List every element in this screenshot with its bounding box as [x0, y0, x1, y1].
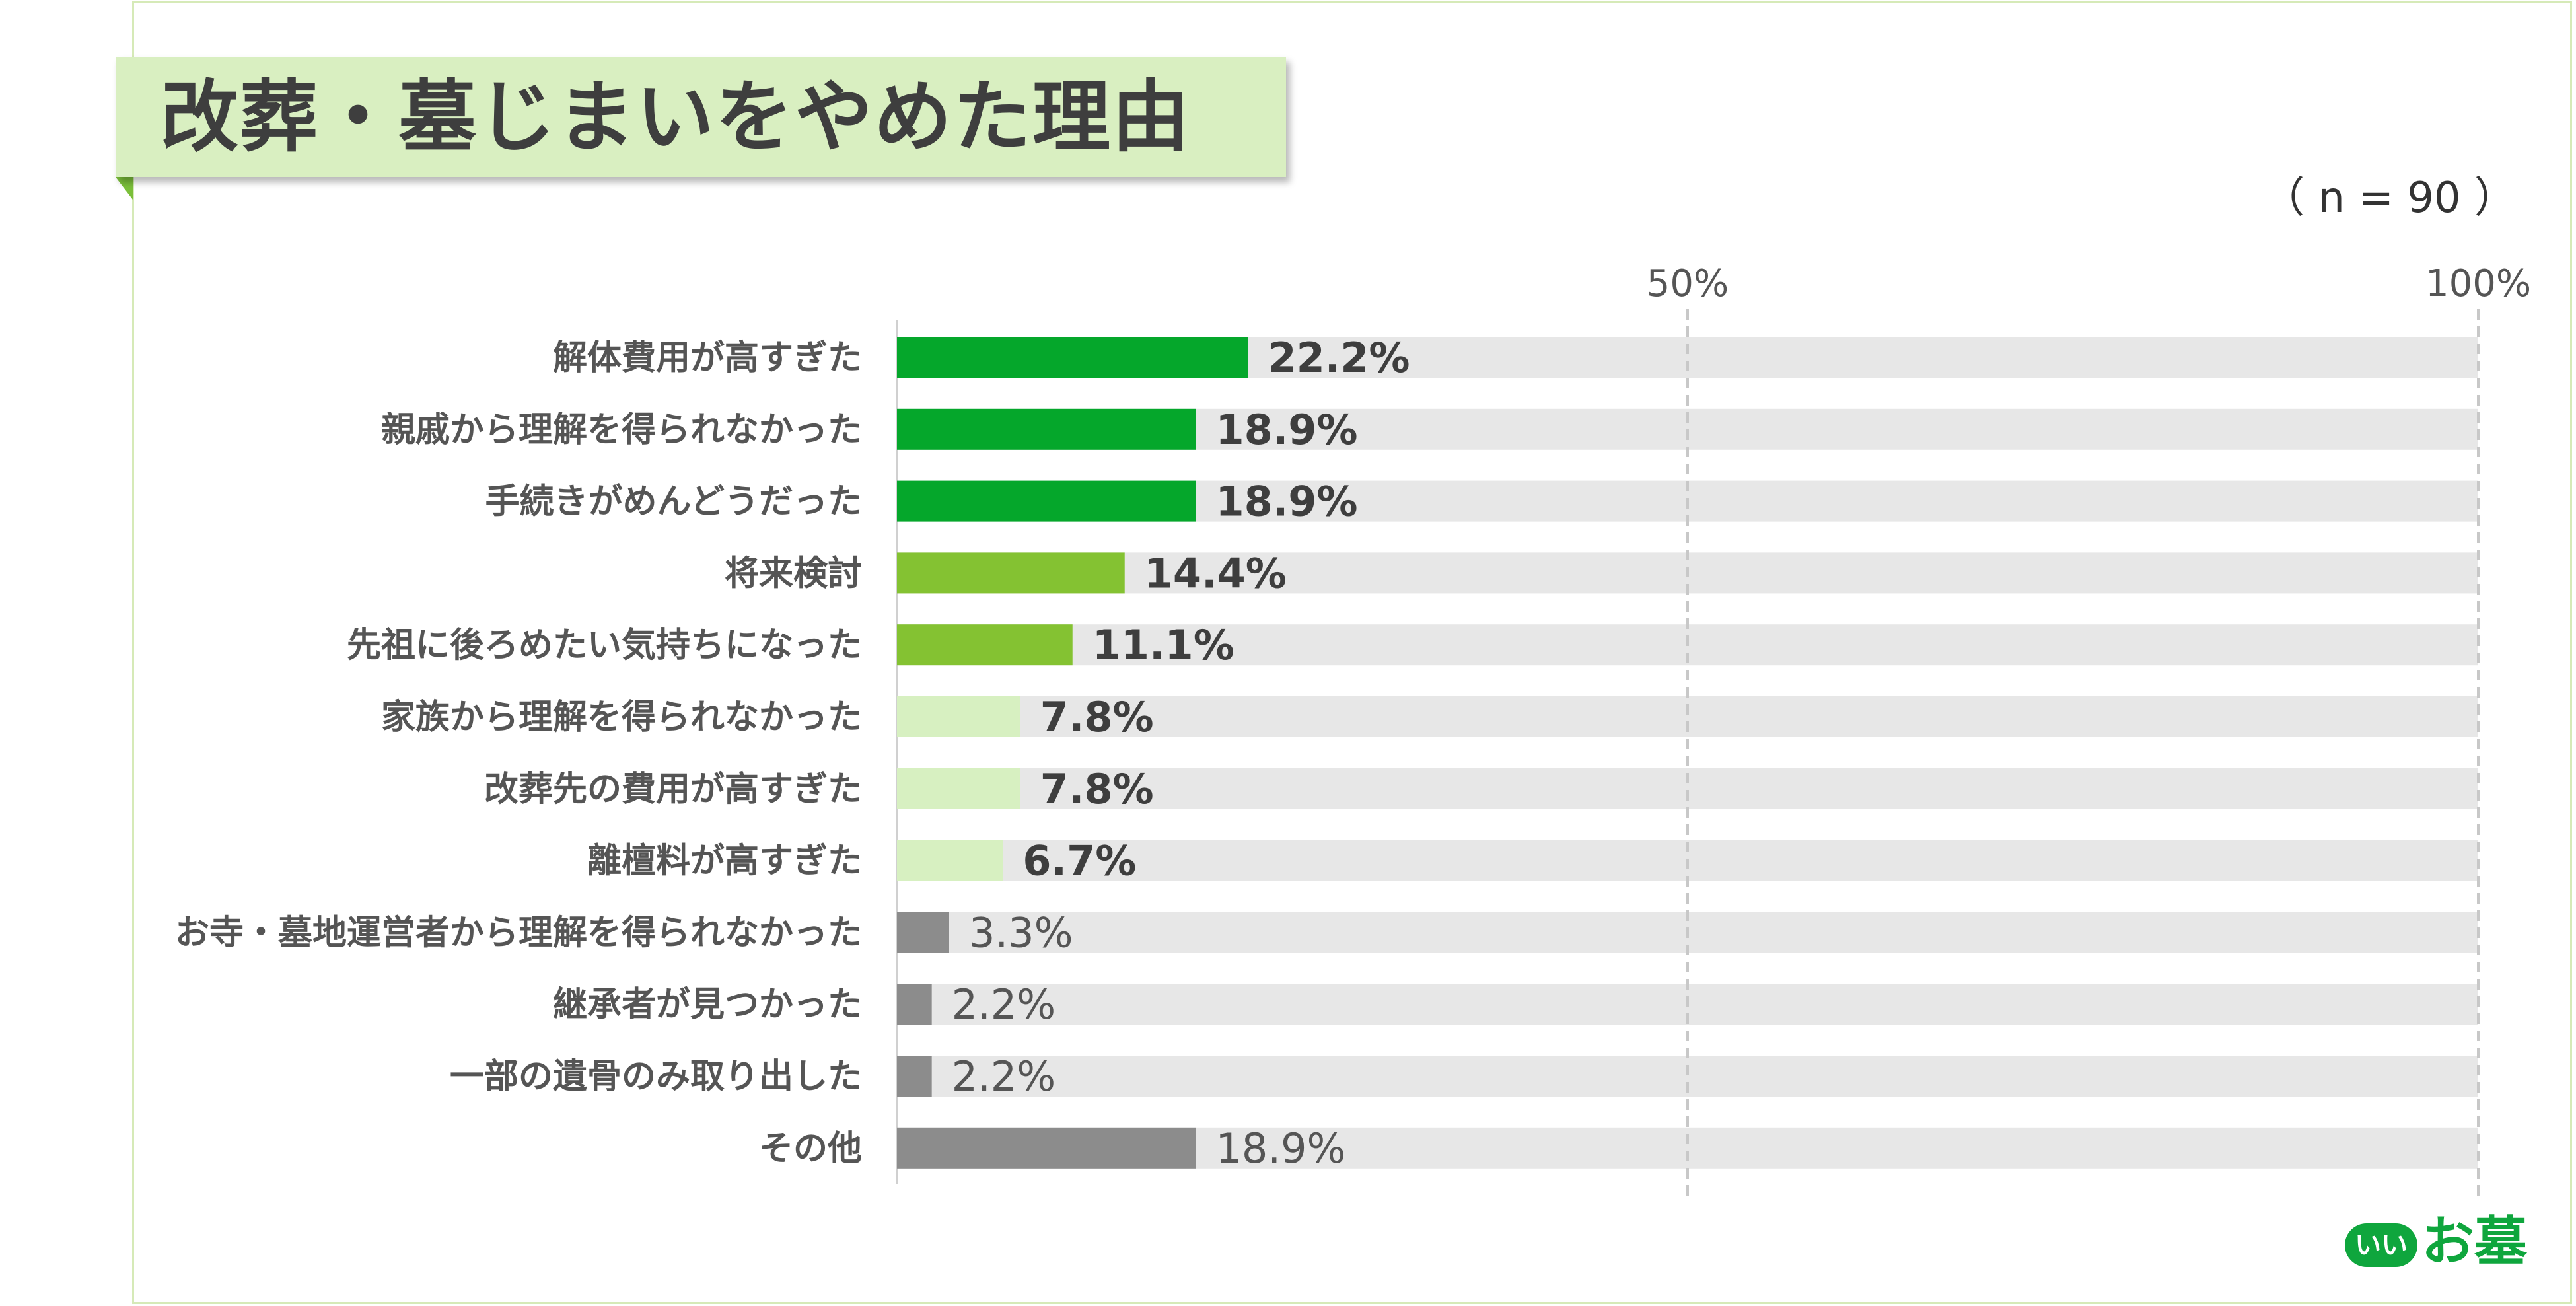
data-label: 22.2% — [1268, 334, 1410, 382]
category-label: 離檀料が高すぎた — [587, 842, 862, 881]
bar — [897, 1056, 932, 1097]
chart-title: 改葬・墓じまいをやめた理由 — [161, 71, 1192, 163]
x-tick-label: 100% — [2425, 262, 2531, 305]
sample-size-label: （ n = 90 ） — [2262, 174, 2517, 223]
bar — [897, 624, 1073, 666]
category-label: 手続きがめんどうだった — [485, 482, 862, 522]
category-label: 家族から理解を得られなかった — [381, 698, 862, 737]
data-label: 18.9% — [1215, 478, 1357, 526]
data-label: 14.4% — [1145, 549, 1287, 597]
bar — [897, 552, 1125, 594]
bar — [897, 480, 1196, 522]
title-ribbon-fold — [116, 177, 133, 200]
category-label: 先祖に後ろめたい気持ちになった — [347, 626, 862, 665]
data-label: 18.9% — [1215, 1124, 1345, 1173]
category-label: お寺・墓地運営者から理解を得られなかった — [175, 913, 862, 953]
category-label: 継承者が見つかった — [553, 985, 862, 1025]
data-label: 7.8% — [1040, 765, 1154, 813]
data-label: 7.8% — [1040, 693, 1154, 741]
category-label: 将来検討 — [725, 554, 862, 593]
bar — [897, 408, 1196, 450]
category-label: 解体費用が高すぎた — [553, 338, 862, 378]
logo-badge-text: いい — [2355, 1230, 2408, 1260]
data-label: 2.2% — [952, 1052, 1056, 1101]
data-label: 11.1% — [1092, 621, 1234, 669]
category-label: 改葬先の費用が高すぎた — [484, 770, 862, 809]
bar — [897, 337, 1248, 378]
data-label: 6.7% — [1022, 837, 1136, 885]
category-label: 親戚から理解を得られなかった — [381, 410, 862, 450]
logo-text: お墓 — [2421, 1211, 2527, 1272]
bar — [897, 984, 932, 1025]
category-label: その他 — [759, 1129, 862, 1169]
logo-badge: いい — [2345, 1223, 2417, 1267]
data-label: 3.3% — [969, 908, 1073, 957]
x-tick-label: 50% — [1647, 262, 1729, 305]
bar — [897, 840, 1003, 881]
bar — [897, 696, 1020, 737]
data-label: 18.9% — [1215, 406, 1357, 454]
bar — [897, 912, 950, 953]
title-banner: 改葬・墓じまいをやめた理由 — [116, 57, 1286, 177]
bar — [897, 768, 1020, 809]
data-label: 2.2% — [952, 980, 1056, 1029]
brand-logo: いい お墓 — [2345, 1209, 2536, 1275]
category-label: 一部の遺骨のみ取り出した — [450, 1057, 862, 1097]
bar — [897, 1127, 1196, 1169]
